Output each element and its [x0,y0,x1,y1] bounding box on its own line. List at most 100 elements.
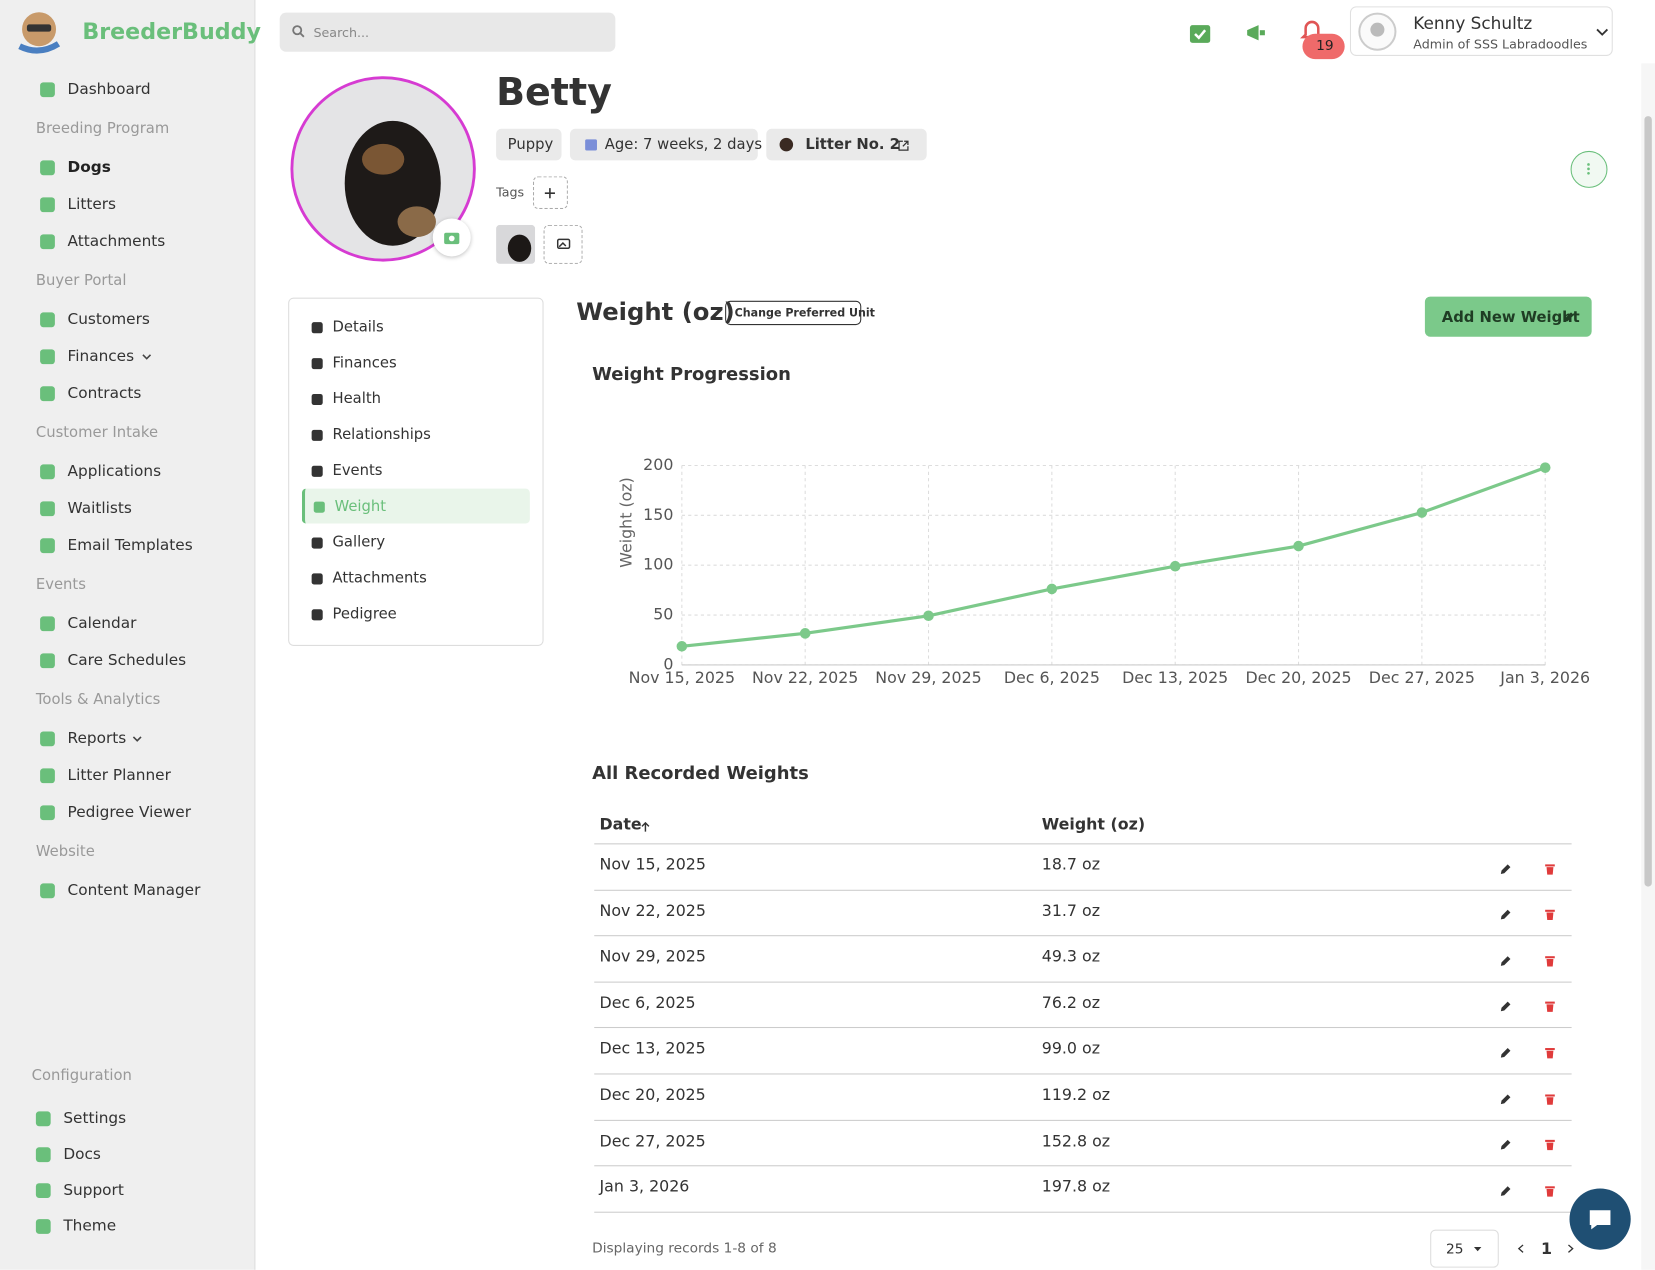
calendar-icon[interactable] [1187,20,1212,45]
tab-icon [311,572,323,584]
plus-icon-part [544,188,555,199]
edit-icon-part [1500,1139,1510,1150]
delete-icon[interactable] [1543,862,1557,876]
logo [18,12,61,54]
sidebar-icon-part [40,234,55,250]
delete-icon[interactable] [1543,1138,1557,1152]
page-size-select[interactable] [1430,1229,1499,1268]
announce-icon[interactable] [1243,20,1268,45]
weight-point [1293,540,1304,552]
sidebar-item[interactable] [21,1209,243,1245]
prev-page[interactable] [1516,1243,1527,1254]
tab-label: Relationships [332,426,431,444]
next-page-part [1568,1244,1574,1253]
delete-icon[interactable] [1543,954,1557,968]
dropdown-chevron [142,354,152,360]
sidebar-item[interactable] [21,1137,243,1173]
unit-button-label: Change Preferred Unit [734,306,875,320]
edit-icon-part [1500,1001,1510,1012]
edit-icon-part [1500,955,1510,966]
next-page[interactable] [1565,1243,1576,1254]
add-photo[interactable] [543,224,583,264]
edit-icon[interactable] [1498,1000,1512,1014]
user-avatar [1358,12,1397,51]
tab-icon-part [311,465,323,477]
sidebar-icon-part [40,768,55,784]
chip [569,128,758,161]
current-page[interactable]: 1 [1541,1239,1553,1259]
chart-title: Weight Progression [592,364,791,386]
more-button[interactable] [1570,150,1608,188]
tab-icon [311,536,323,549]
delete-icon[interactable] [1543,1046,1557,1060]
edit-icon[interactable] [1498,1138,1512,1152]
chat-icon-part [1589,1210,1611,1230]
column-header[interactable]: Date [599,814,642,834]
x-tick-label: Dec 13, 2025 [1122,668,1228,687]
chart-group: 0 50 100 150 200 Nov 15, 2025 Nov 22, 2025 Nov … [616,455,1590,687]
chip [496,128,562,161]
sidebar-icon-part [40,82,55,98]
delete-icon[interactable] [1543,908,1557,922]
edit-icon[interactable] [1498,1046,1512,1060]
unit-button[interactable] [725,300,862,326]
sidebar-label: Settings [63,1110,127,1128]
edit-icon[interactable] [1498,954,1512,968]
sidebar-icon [40,768,55,784]
search-box[interactable] [279,12,616,52]
pencil-icon-part [1563,311,1574,322]
sidebar-heading: Tools & Analytics [35,691,161,709]
sidebar-label: Attachments [67,233,166,251]
delete-icon-part [1544,955,1555,958]
weight-line [681,466,1546,648]
delete-icon-part [1544,863,1555,866]
sidebar-icon-part [40,501,55,517]
gallery-thumb[interactable] [495,224,535,264]
cell-weight: 31.7 oz [1041,900,1101,920]
edit-icon[interactable] [1498,1092,1512,1106]
brand[interactable]: BreederBuddy [82,18,261,45]
delete-icon[interactable] [1543,1000,1557,1014]
delete-icon-part [1546,1188,1553,1197]
edit-icon[interactable] [1498,1184,1512,1198]
edit-icon[interactable] [1498,908,1512,922]
pencil-icon [1563,311,1574,322]
sidebar-label: Dashboard [67,81,151,99]
external-link[interactable] [897,139,910,152]
tab-icon [311,608,323,620]
select-caret-part [1473,1247,1482,1252]
tab-icon [311,465,323,477]
sidebar-heading: Events [35,576,86,594]
photo-icon [556,238,571,249]
delete-icon[interactable] [1543,1092,1557,1106]
sidebar-label: Calendar [67,615,137,633]
table-row [594,936,1572,983]
delete-icon-part [1544,1093,1555,1097]
sidebar-icon [35,1183,51,1198]
x-tick-label: Dec 6, 2025 [1004,668,1100,687]
delete-icon-part [1546,958,1553,967]
sidebar-item[interactable] [21,1101,243,1137]
cell-weight: 119.2 oz [1041,1085,1111,1105]
dropdown-chevron-part [142,354,152,360]
calendar-icon-part [1189,25,1211,43]
user-name: Kenny Schultz [1413,13,1533,34]
add-weight-button[interactable] [1424,296,1592,337]
chip-label: Puppy [507,136,554,154]
weight-point [1416,507,1428,518]
sidebar-icon-part [40,731,55,747]
sidebar-icon [40,197,55,213]
tab-icon [311,393,323,405]
cell-date: Nov 29, 2025 [599,946,706,966]
sidebar-icon-part [40,616,55,632]
add-tag[interactable] [533,176,568,209]
sidebar-item[interactable] [21,1173,243,1209]
sidebar-label: Contracts [67,385,142,403]
edit-icon-part [1500,1185,1510,1196]
edit-icon[interactable] [1498,862,1512,876]
dog-name: Betty [496,71,612,115]
dropdown-chevron [132,736,142,742]
delete-icon[interactable] [1543,1184,1557,1198]
